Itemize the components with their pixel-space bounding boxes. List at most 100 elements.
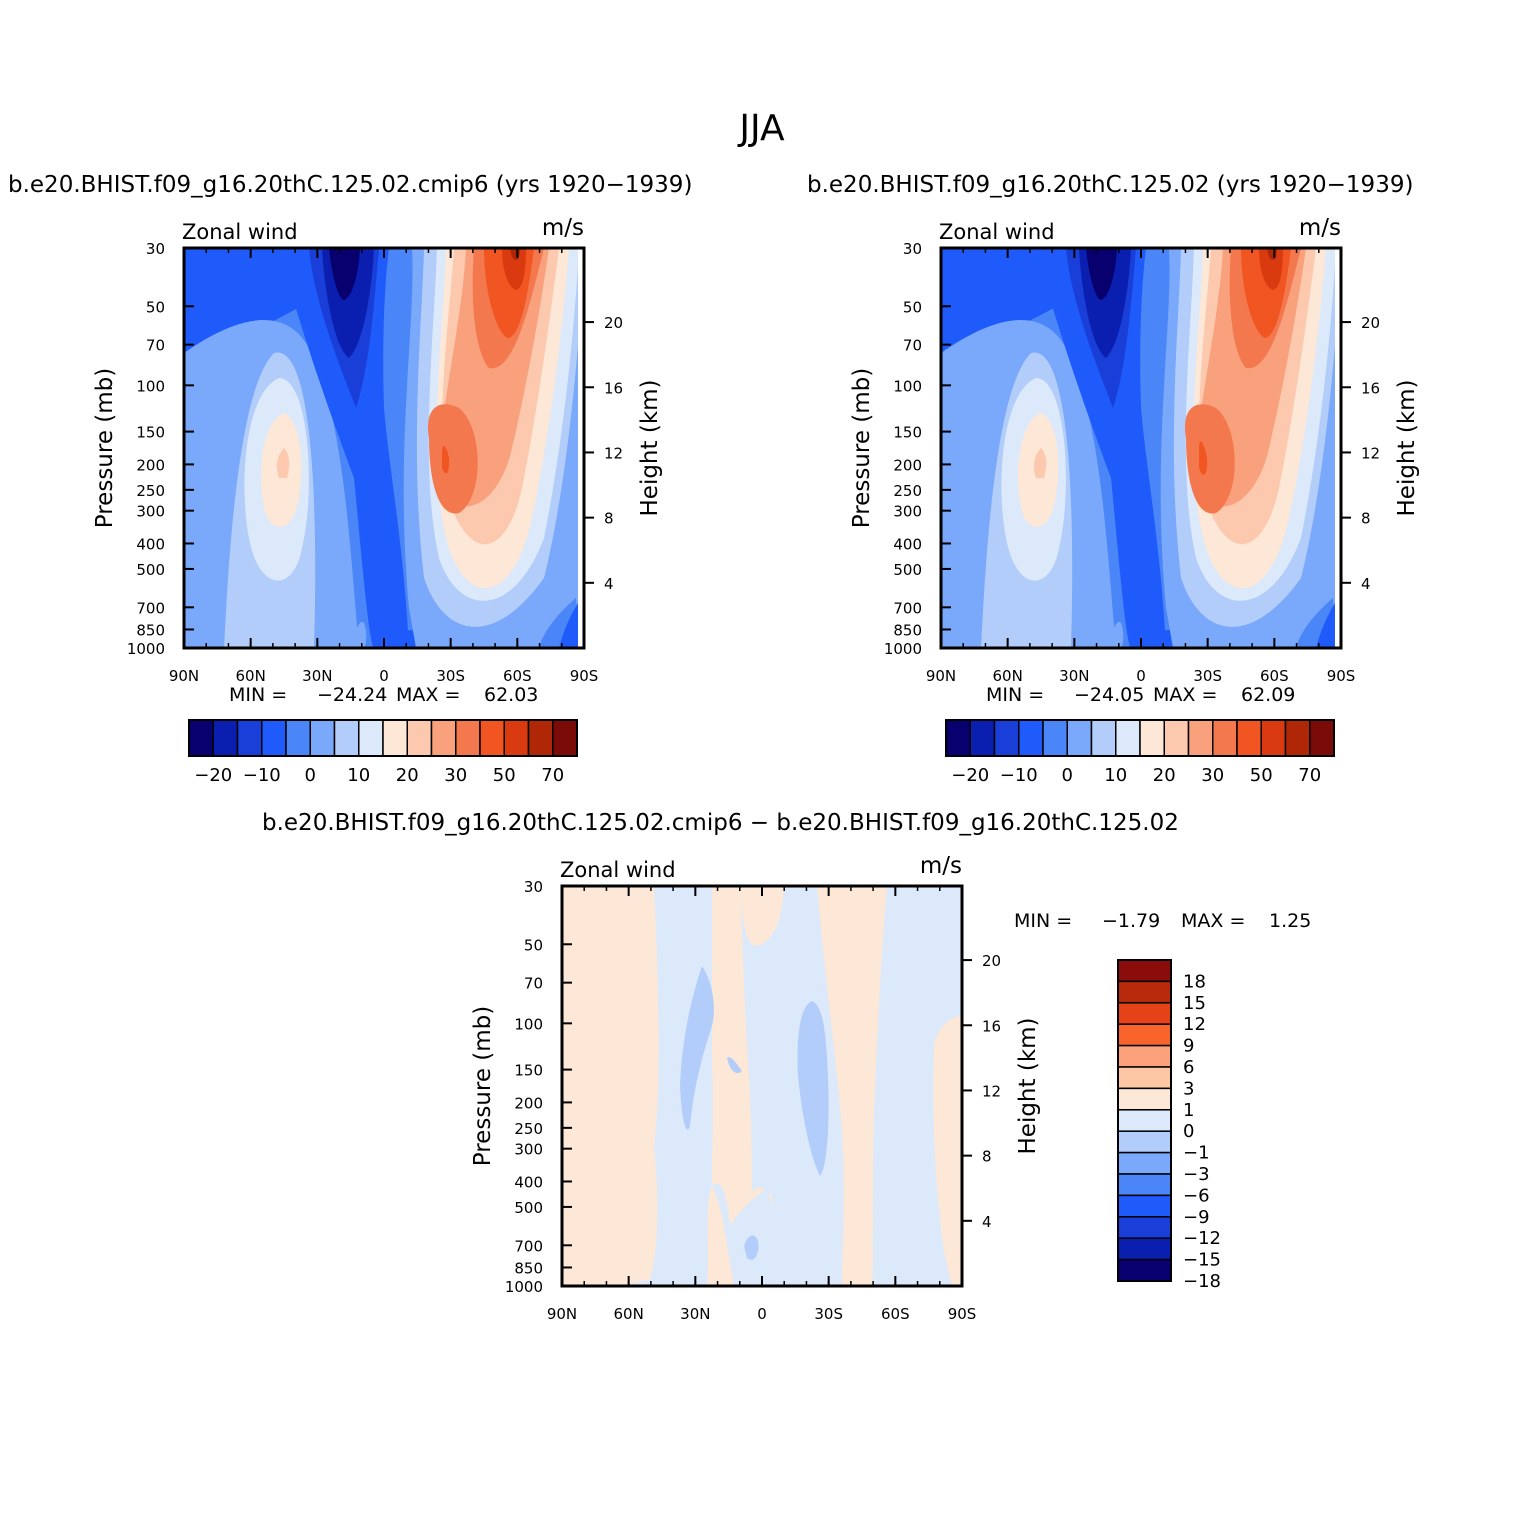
left-p-tick-label: 30	[146, 240, 165, 258]
bottom-colorbar-label: 1	[1183, 1100, 1194, 1121]
left-x-tick-label: 30N	[302, 667, 332, 685]
bottom-colorbar-label: −3	[1183, 1164, 1210, 1185]
right-colorbar-box	[1187, 719, 1214, 757]
right-colorbar-box	[1284, 719, 1311, 757]
bottom-colorbar-label: 0	[1183, 1121, 1194, 1142]
right-p-tick-label: 200	[893, 456, 922, 474]
bottom-h-tick-label: 16	[982, 1017, 1001, 1035]
left-colorbar-box	[285, 719, 311, 757]
bottom-max-label: MAX =	[1181, 910, 1245, 932]
right-p-tick-label: 50	[903, 298, 922, 316]
bottom-colorbar-label: −1	[1183, 1143, 1210, 1164]
bottom-colorbar-box	[1117, 1173, 1172, 1197]
right-h-tick-label: 12	[1361, 444, 1380, 462]
right-colorbar-box	[1018, 719, 1044, 757]
left-p-tick-label: 850	[136, 621, 165, 639]
bottom-x-tick-label: 30S	[814, 1305, 843, 1323]
right-colorbar-label: 0	[1062, 765, 1073, 786]
bottom-colorbar-label: 15	[1183, 993, 1206, 1014]
right-x-tick-label: 90S	[1327, 667, 1356, 685]
bottom-min-value: −1.79	[1102, 910, 1160, 932]
left-y2label: Height (km)	[637, 379, 663, 516]
right-panel-title: b.e20.BHIST.f09_g16.20thC.125.02 (yrs 19…	[807, 172, 1414, 198]
bottom-colorbar-frame	[1117, 959, 1172, 1282]
left-units-label: m/s	[542, 215, 584, 241]
left-colorbar-box	[406, 719, 433, 757]
bottom-p-tick-label: 700	[514, 1237, 543, 1255]
right-p-tick-label: 850	[893, 621, 922, 639]
bottom-x-tick-label: 30N	[680, 1305, 710, 1323]
left-colorbar-box	[358, 719, 384, 757]
right-h-tick-label: 20	[1361, 314, 1380, 332]
right-p-tick-label: 300	[893, 503, 922, 521]
bottom-colorbar-box	[1117, 1023, 1172, 1047]
bottom-colorbar-label: −6	[1183, 1185, 1210, 1206]
bottom-min-label: MIN =	[1014, 910, 1072, 932]
bottom-colorbar-box	[1117, 1087, 1172, 1111]
bottom-h-tick-label: 20	[982, 952, 1001, 970]
right-x-tick-label: 30S	[1193, 667, 1222, 685]
right-colorbar-box	[1066, 719, 1093, 757]
bottom-colorbar-label: −18	[1183, 1271, 1221, 1292]
right-y2label: Height (km)	[1394, 379, 1420, 516]
right-min-value: −24.05	[1074, 684, 1144, 706]
right-p-tick-label: 500	[893, 561, 922, 579]
right-units-label: m/s	[1299, 215, 1341, 241]
left-colorbar-box	[455, 719, 481, 757]
right-colorbar-box	[1212, 719, 1238, 757]
left-colorbar-frame	[188, 719, 578, 757]
left-min-label: MIN =	[229, 684, 287, 706]
right-p-tick-label: 70	[903, 337, 922, 355]
bottom-colorbar-label: −12	[1183, 1228, 1221, 1249]
bottom-colorbar-box	[1117, 1151, 1172, 1175]
left-colorbar-box	[552, 719, 578, 757]
right-colorbar-box	[1090, 719, 1117, 757]
right-colorbar-label: −10	[1000, 765, 1038, 786]
bottom-colorbar-label: 6	[1183, 1057, 1194, 1078]
right-x-tick-label: 0	[1136, 667, 1146, 685]
right-p-tick-label: 100	[893, 377, 922, 395]
right-colorbar-label: 10	[1104, 765, 1127, 786]
right-colorbar-box	[969, 719, 996, 757]
right-colorbar-box	[1260, 719, 1287, 757]
bottom-p-tick-label: 150	[514, 1062, 543, 1080]
bottom-units-label: m/s	[920, 853, 962, 879]
left-p-tick-label: 500	[136, 561, 165, 579]
left-colorbar-box	[212, 719, 239, 757]
right-colorbar-box	[993, 719, 1020, 757]
right-ylabel: Pressure (mb)	[849, 368, 875, 528]
bottom-x-tick-label: 60N	[614, 1305, 644, 1323]
left-colorbar-box	[261, 719, 287, 757]
bottom-colorbar-label: 18	[1183, 971, 1206, 992]
left-colorbar-label: 70	[541, 765, 564, 786]
bottom-colorbar-box	[1117, 1130, 1172, 1154]
left-x-tick-label: 0	[379, 667, 389, 685]
left-colorbar-box	[382, 719, 408, 757]
bottom-p-tick-label: 1000	[505, 1278, 543, 1296]
right-h-tick-label: 4	[1361, 575, 1371, 593]
bottom-contour-field	[562, 886, 962, 1286]
left-colorbar-label: 0	[305, 765, 316, 786]
bottom-max-value: 1.25	[1269, 910, 1311, 932]
right-x-tick-label: 60S	[1260, 667, 1289, 685]
bottom-colorbar-box	[1117, 1109, 1172, 1132]
right-colorbar-label: 50	[1250, 765, 1273, 786]
bottom-colorbar-label: −15	[1183, 1250, 1221, 1271]
right-colorbar-label: 30	[1201, 765, 1224, 786]
right-colorbar-box	[1236, 719, 1262, 757]
bottom-h-tick-label: 12	[982, 1082, 1001, 1100]
left-x-tick-label: 90S	[570, 667, 599, 685]
right-variable-label: Zonal wind	[939, 220, 1055, 244]
bottom-h-tick-label: 4	[982, 1213, 992, 1231]
left-colorbar-box	[527, 719, 554, 757]
left-x-tick-label: 30S	[436, 667, 465, 685]
right-max-label: MAX =	[1153, 684, 1217, 706]
bottom-x-tick-label: 60S	[881, 1305, 910, 1323]
left-colorbar-box	[503, 719, 530, 757]
bottom-p-tick-label: 50	[524, 936, 543, 954]
bottom-variable-label: Zonal wind	[560, 858, 676, 882]
left-p-tick-label: 400	[136, 535, 165, 553]
left-h-tick-label: 16	[604, 379, 623, 397]
bottom-colorbar-box	[1117, 980, 1172, 1004]
